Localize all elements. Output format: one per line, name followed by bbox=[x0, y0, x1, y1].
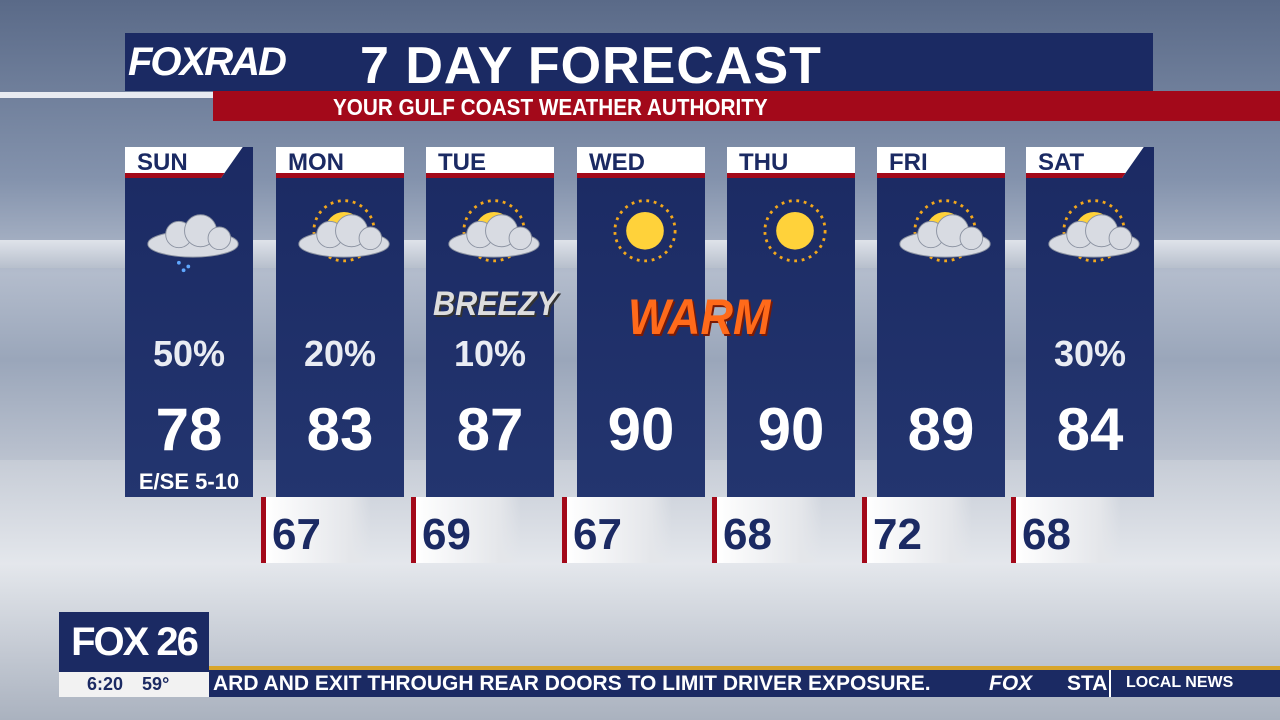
precip-chance: 20% bbox=[303, 333, 377, 374]
low-temp: 69 bbox=[411, 497, 521, 563]
high-temp: 89 bbox=[907, 396, 975, 463]
partly-sunny-icon bbox=[1048, 199, 1140, 263]
ticker-fox-logo: FOX bbox=[989, 672, 1033, 695]
high-temp: 83 bbox=[306, 396, 374, 463]
sunny-icon bbox=[763, 199, 827, 263]
ticker-next-text: STA bbox=[1067, 672, 1108, 695]
high-temp: 90 bbox=[757, 396, 825, 463]
ticker-text: ARD AND EXIT THROUGH REAR DOORS TO LIMIT… bbox=[213, 672, 931, 695]
low-temp: 67 bbox=[562, 497, 672, 563]
day-label: SUN bbox=[125, 147, 243, 178]
day-column-wed: WED 90 bbox=[577, 147, 705, 497]
day-label: WED bbox=[577, 147, 705, 178]
day-column-mon: MON 20% 83 bbox=[276, 147, 404, 497]
divider bbox=[0, 92, 215, 98]
high-temp: 90 bbox=[607, 396, 675, 463]
day-label: THU bbox=[727, 147, 855, 178]
ticker-section: LOCAL NEWS bbox=[1109, 670, 1280, 697]
day-column-thu: THU 90 bbox=[727, 147, 855, 497]
warm-tag: WARM bbox=[628, 289, 771, 345]
rain-cloud-icon bbox=[147, 214, 239, 273]
precip-chance: 50% bbox=[152, 333, 226, 374]
day-label: SAT bbox=[1026, 147, 1144, 178]
page-title: 7 DAY FORECAST bbox=[360, 37, 822, 95]
low-temp: 67 bbox=[261, 497, 371, 563]
partly-sunny-icon bbox=[448, 199, 540, 263]
subtitle: YOUR GULF COAST WEATHER AUTHORITY bbox=[333, 94, 768, 120]
current-temp: 59° bbox=[142, 674, 170, 694]
clock-time: 6:20 bbox=[87, 674, 124, 694]
foxrad-logo: FOXRAD bbox=[128, 40, 287, 84]
precip-chance: 30% bbox=[1053, 333, 1127, 374]
fox26-logo: FOX 26 bbox=[59, 612, 209, 672]
low-temp: 68 bbox=[1011, 497, 1121, 563]
high-temp: 78 bbox=[155, 396, 223, 463]
low-temp: 72 bbox=[862, 497, 972, 563]
time-temp: 6:20 59° bbox=[59, 672, 209, 697]
day-label: FRI bbox=[877, 147, 1005, 178]
day-column-tue: TUE 10% 87 bbox=[426, 147, 554, 497]
day-column-sun: SUN 50% 78 E/SE 5-10 bbox=[125, 147, 253, 497]
partly-sunny-icon bbox=[298, 199, 390, 263]
high-temp: 84 bbox=[1056, 396, 1124, 463]
day-column-fri: FRI 89 bbox=[877, 147, 1005, 497]
day-label: TUE bbox=[426, 147, 554, 178]
news-ticker: ARD AND EXIT THROUGH REAR DOORS TO LIMIT… bbox=[209, 666, 1280, 697]
wind: E/SE 5-10 bbox=[138, 469, 240, 494]
high-temp: 87 bbox=[456, 396, 524, 463]
day-column-sat: SAT 30% 84 bbox=[1026, 147, 1154, 497]
title-bar bbox=[125, 33, 1153, 91]
low-temp: 68 bbox=[712, 497, 822, 563]
partly-sunny-icon bbox=[899, 199, 991, 263]
sunny-icon bbox=[613, 199, 677, 263]
precip-chance: 10% bbox=[453, 333, 527, 374]
breezy-tag: BREEZY bbox=[433, 285, 558, 323]
subtitle-bar bbox=[213, 91, 1280, 121]
day-label: MON bbox=[276, 147, 404, 178]
